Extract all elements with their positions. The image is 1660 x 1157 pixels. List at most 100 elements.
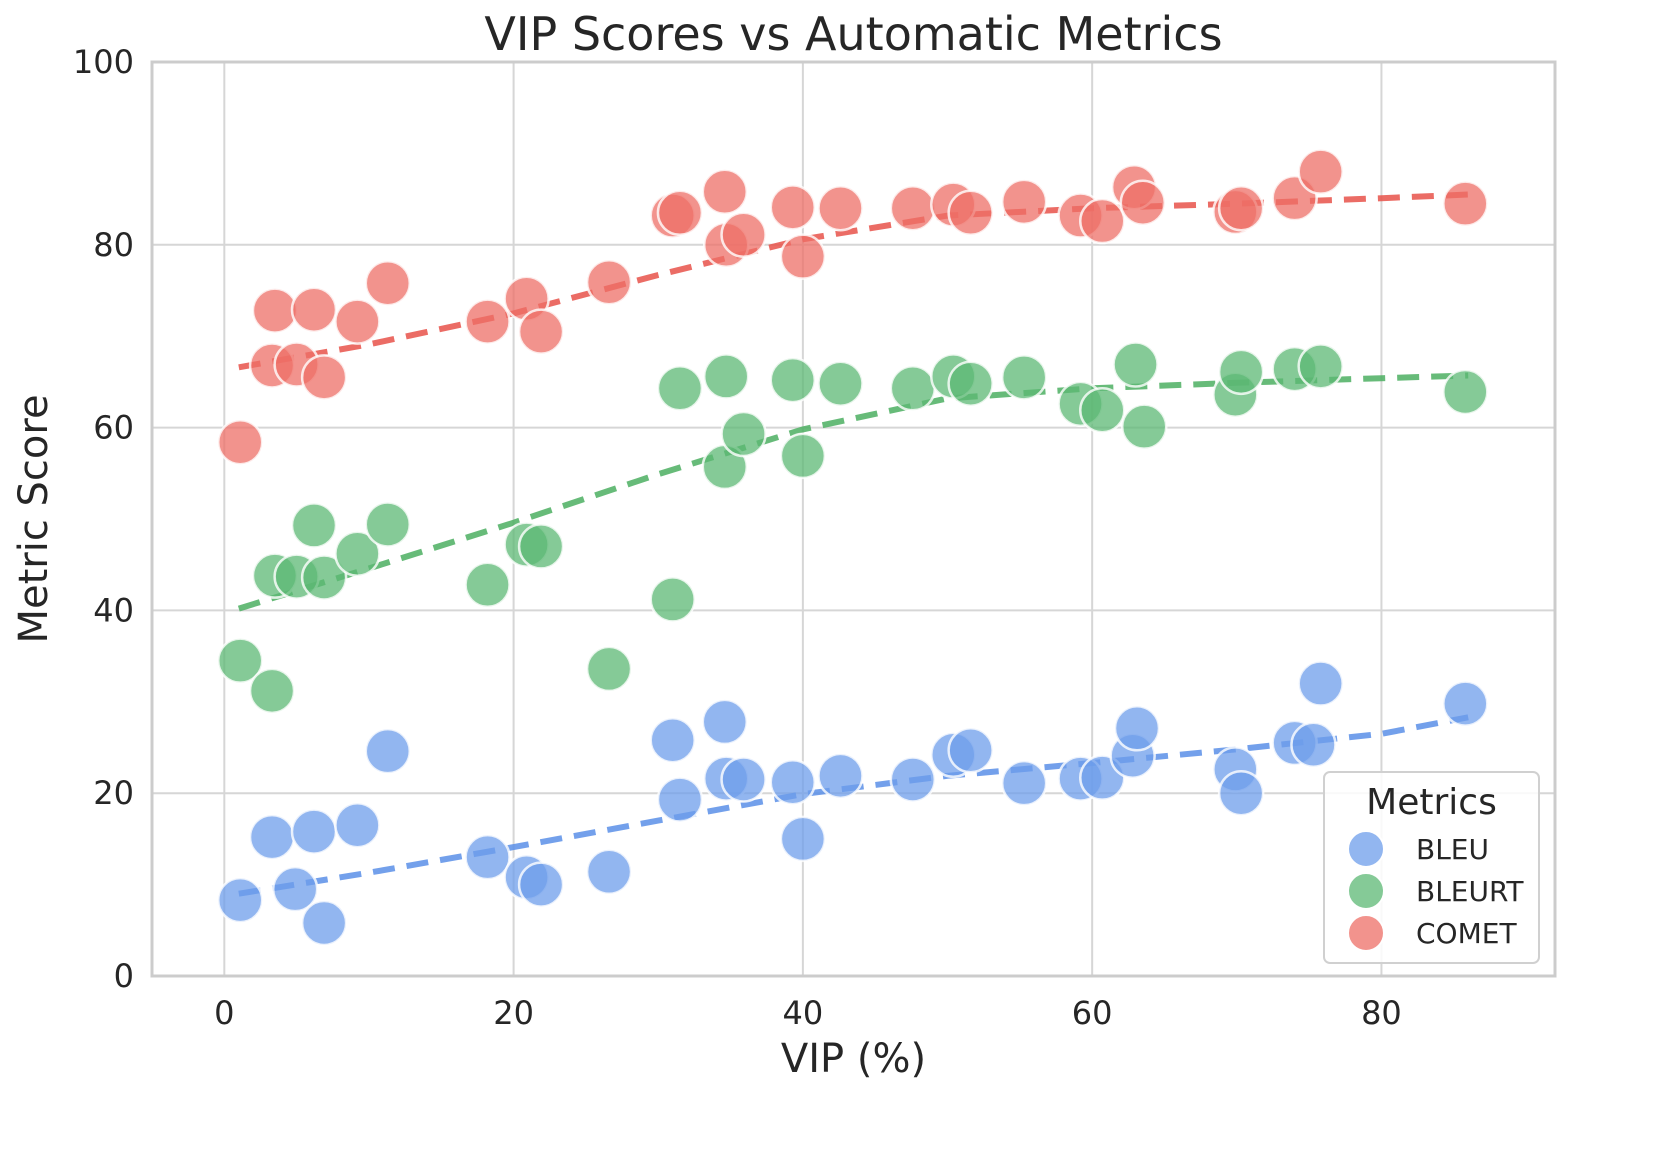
legend-marker-bleurt bbox=[1347, 872, 1385, 910]
bleurt-point bbox=[649, 576, 696, 623]
y-tick-label: 20 bbox=[93, 774, 134, 812]
bleurt-point bbox=[585, 645, 633, 693]
bleurt-point bbox=[216, 637, 264, 684]
bleurt-point bbox=[1000, 354, 1048, 401]
legend: Metrics BLEU BLEURT COMET bbox=[1323, 771, 1540, 964]
y-tick-label: 0 bbox=[114, 957, 134, 995]
legend-label-bleu: BLEU bbox=[1416, 833, 1489, 866]
bleu-point bbox=[779, 815, 827, 863]
bleurt-point bbox=[300, 554, 348, 601]
comet-point bbox=[779, 233, 827, 280]
bleurt-point bbox=[517, 523, 565, 570]
comet-point bbox=[334, 298, 381, 345]
bleurt-point bbox=[720, 410, 767, 458]
bleurt-point bbox=[1442, 368, 1489, 416]
comet-point bbox=[300, 354, 348, 401]
bleu-point bbox=[889, 756, 937, 803]
bleu-point bbox=[290, 808, 338, 855]
comet-point bbox=[464, 298, 511, 345]
comet-point bbox=[251, 287, 299, 334]
plot-frame bbox=[150, 60, 1557, 978]
legend-title: Metrics bbox=[1366, 782, 1497, 823]
bleu-point bbox=[248, 813, 296, 861]
comet-point bbox=[1297, 148, 1344, 195]
bleurt-point bbox=[464, 561, 511, 609]
bleu-point bbox=[1442, 680, 1489, 727]
bleurt-point bbox=[1217, 348, 1265, 396]
bleu-point bbox=[517, 861, 565, 908]
bleu-point bbox=[701, 698, 749, 746]
legend-marker-comet bbox=[1347, 914, 1385, 952]
comet-point bbox=[947, 189, 994, 237]
x-tick-label: 60 bbox=[1072, 994, 1113, 1032]
x-tick-label: 80 bbox=[1361, 994, 1402, 1032]
bleurt-point bbox=[947, 360, 994, 407]
bleurt-point bbox=[1079, 386, 1126, 434]
comet-point bbox=[889, 184, 937, 232]
legend-items: BLEU BLEURT COMET bbox=[1347, 830, 1524, 952]
bleu-point bbox=[947, 726, 994, 774]
bleurt-point bbox=[364, 501, 412, 548]
bleurt-point bbox=[1297, 343, 1344, 390]
legend-label-bleurt: BLEURT bbox=[1416, 875, 1524, 908]
bleu-point bbox=[1217, 769, 1265, 817]
bleurt-point bbox=[1120, 403, 1168, 450]
x-tick-labels: 0 20 40 60 80 bbox=[214, 994, 1402, 1032]
x-axis-label: VIP (%) bbox=[781, 1036, 926, 1082]
legend-marker-bleu bbox=[1347, 830, 1385, 868]
bleurt-point bbox=[889, 365, 937, 412]
bleu-point bbox=[585, 848, 633, 896]
y-tick-label: 60 bbox=[93, 409, 134, 447]
bleu-point bbox=[1297, 660, 1344, 707]
y-tick-labels: 0 20 40 60 80 100 bbox=[73, 43, 134, 995]
bleu-point bbox=[334, 801, 381, 849]
comet-point bbox=[817, 184, 864, 232]
bleu-point bbox=[720, 756, 767, 803]
bleu-point bbox=[656, 776, 704, 823]
chart-title: VIP Scores vs Automatic Metrics bbox=[484, 7, 1222, 61]
x-tick-label: 0 bbox=[214, 994, 234, 1032]
comet-point bbox=[290, 286, 338, 333]
bleurt-point bbox=[290, 502, 338, 549]
comet-point bbox=[517, 308, 565, 355]
legend-box bbox=[1323, 771, 1540, 964]
bleurt-point bbox=[656, 365, 704, 412]
comet-point bbox=[1000, 178, 1048, 226]
comet-point bbox=[656, 189, 704, 237]
comet-point bbox=[701, 168, 749, 216]
comet-point bbox=[364, 259, 412, 307]
y-tick-label: 80 bbox=[93, 226, 134, 264]
bleu-point bbox=[271, 865, 319, 913]
comet-point bbox=[1079, 197, 1126, 245]
x-tick-label: 40 bbox=[783, 994, 824, 1032]
bleu-point bbox=[1113, 705, 1161, 752]
comet-point bbox=[585, 259, 633, 306]
bleu-trend-line bbox=[238, 714, 1469, 897]
comet-point bbox=[1217, 184, 1265, 232]
comet-point bbox=[216, 418, 264, 466]
bleurt-point bbox=[817, 360, 864, 407]
comet-point bbox=[1119, 179, 1167, 227]
bleu-point bbox=[464, 833, 511, 881]
y-tick-label: 100 bbox=[73, 43, 134, 81]
bleu-point bbox=[1290, 721, 1337, 769]
bleurt-point bbox=[702, 353, 750, 400]
bleu-point bbox=[769, 758, 817, 806]
legend-label-comet: COMET bbox=[1416, 917, 1517, 950]
x-tick-label: 20 bbox=[493, 994, 534, 1032]
data-points bbox=[216, 148, 1489, 947]
y-axis-label: Metric Score bbox=[11, 394, 57, 643]
bleu-point bbox=[364, 727, 412, 775]
bleu-point bbox=[300, 899, 348, 947]
bleurt-point bbox=[769, 356, 817, 404]
y-tick-label: 40 bbox=[93, 591, 134, 629]
bleurt-point bbox=[334, 530, 381, 577]
bleu-point bbox=[817, 752, 864, 800]
bleurt-point bbox=[1112, 341, 1159, 388]
comet-point bbox=[1442, 180, 1489, 227]
bleurt-point bbox=[248, 667, 296, 715]
bleu-point bbox=[1000, 759, 1048, 807]
comet-trend-line bbox=[238, 191, 1469, 371]
bleurt-point bbox=[779, 432, 827, 480]
